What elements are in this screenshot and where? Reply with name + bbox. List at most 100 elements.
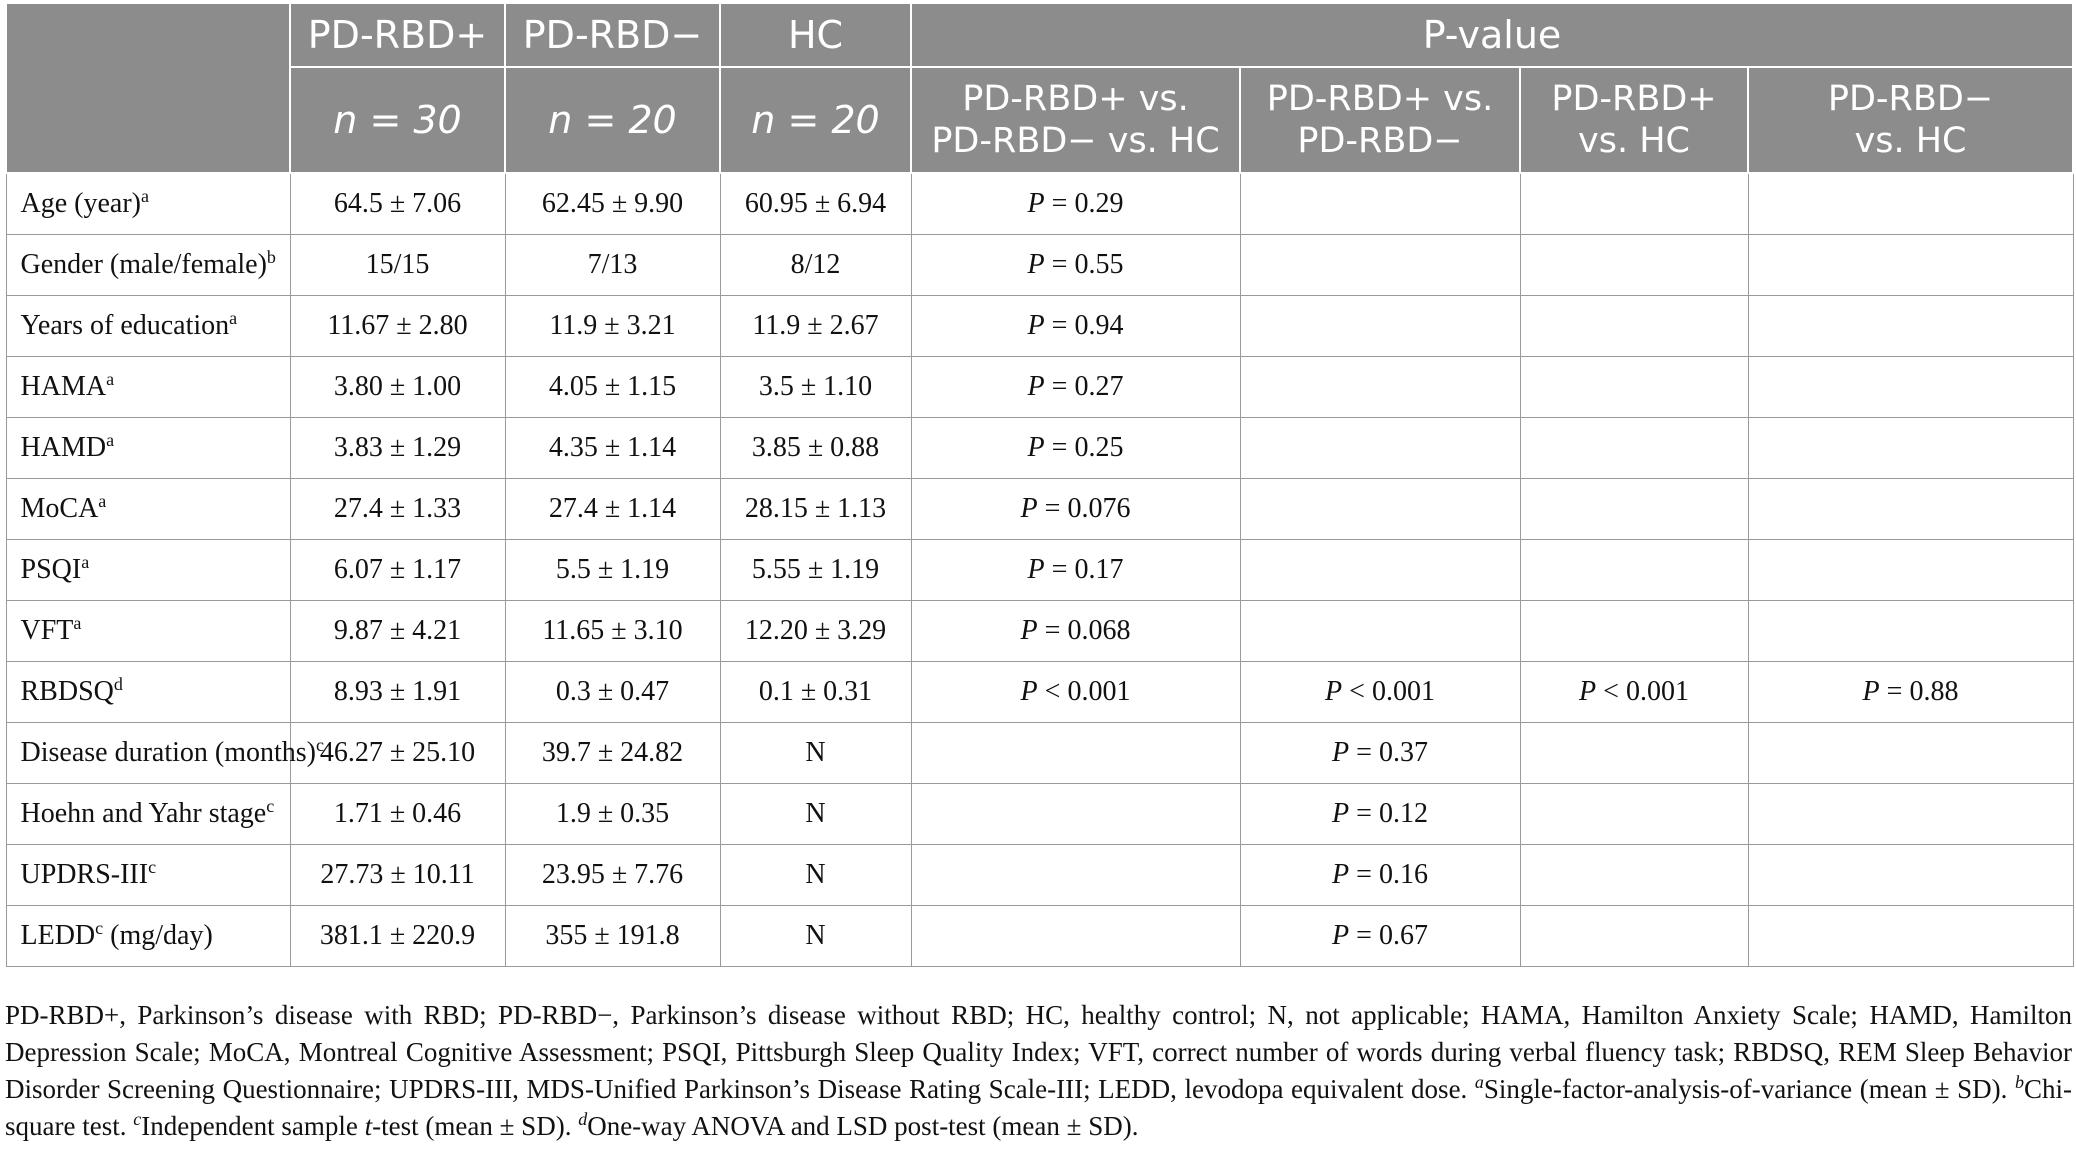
header-n-pd-rbd-plus: n = 30 (289, 66, 506, 174)
table-cell: 15/15 (289, 234, 506, 296)
table-cell: N (719, 783, 912, 845)
table-cell (1519, 172, 1749, 235)
table-cell (1747, 905, 2074, 967)
table-cell (1239, 478, 1521, 540)
table-cell: 27.73 ± 10.11 (289, 844, 506, 906)
table-row: Gender (male/female)b 15/15 7/13 8/12 P = 0.… (5, 234, 2074, 296)
footnote-note: aSingle-factor-analysis-of-variance (mea… (1474, 1072, 2008, 1104)
table-cell (910, 844, 1241, 906)
table-cell: 355 ± 191.8 (504, 905, 721, 967)
table-cell: 1.71 ± 0.46 (289, 783, 506, 845)
row-label: Years of educationa (5, 295, 291, 357)
footnote-note: dOne-way ANOVA and LSD post-test (mean ±… (578, 1109, 1139, 1141)
table-row: MoCAa 27.4 ± 1.33 27.4 ± 1.14 28.15 ± 1.13 P… (5, 478, 2074, 540)
demographics-table: PD-RBD+ PD-RBD− HC P-value n = 30 n = 20… (5, 2, 2075, 967)
table-cell: 5.5 ± 1.19 (504, 539, 721, 601)
table-cell: P < 0.001 (1239, 661, 1521, 723)
table-cell (1519, 539, 1749, 601)
table-cell (1519, 417, 1749, 479)
table-cell (1519, 905, 1749, 967)
table-cell: 60.95 ± 6.94 (719, 172, 912, 235)
table-cell (1519, 844, 1749, 906)
table-cell: 3.5 ± 1.10 (719, 356, 912, 418)
table-cell (1239, 295, 1521, 357)
table-cell (1747, 539, 2074, 601)
table-cell (1239, 172, 1521, 235)
row-label: Disease duration (months)c (5, 722, 324, 784)
row-label: HAMAa (5, 356, 291, 418)
table-cell: 11.9 ± 3.21 (504, 295, 721, 357)
header-row-groups: PD-RBD+ PD-RBD− HC P-value (5, 2, 2075, 174)
table-container: PD-RBD+ PD-RBD− HC P-value n = 30 n = 20… (5, 2, 2075, 967)
table-cell (1747, 356, 2074, 418)
table-cell (1747, 783, 2074, 845)
row-label: PSQIa (5, 539, 291, 601)
table-cell: 3.80 ± 1.00 (289, 356, 506, 418)
footnote-abbreviations: PD-RBD+, Parkinson’s disease with RBD; P… (5, 1000, 2072, 1104)
table-row: Years of educationa 11.67 ± 2.80 11.9 ± 3.… (5, 295, 2074, 357)
row-label: UPDRS-IIIc (5, 844, 291, 906)
table-cell (1519, 478, 1749, 540)
table-cell (1747, 478, 2074, 540)
table-row: LEDDc (mg/day) 381.1 ± 220.9 355 ± 191.8 N P… (5, 905, 2074, 967)
table-cell: 8.93 ± 1.91 (289, 661, 506, 723)
table-cell (1239, 600, 1521, 662)
table-cell: P = 0.67 (1239, 905, 1521, 967)
table-row: HAMDa 3.83 ± 1.29 4.35 ± 1.14 3.85 ± 0.88 P … (5, 417, 2074, 479)
table-cell (1747, 234, 2074, 296)
footnote-note: bChi-square test. (5, 1072, 2073, 1141)
table-cell: 27.4 ± 1.33 (289, 478, 506, 540)
table-row: UPDRS-IIIc 27.73 ± 10.11 23.95 ± 7.76 N P = … (5, 844, 2074, 906)
header-n-pd-rbd-minus: n = 20 (504, 66, 721, 174)
table-cell (1519, 295, 1749, 357)
table-cell: 39.7 ± 24.82 (504, 722, 721, 784)
table-cell: N (719, 844, 912, 906)
table-cell: 4.35 ± 1.14 (504, 417, 721, 479)
table-cell (910, 905, 1241, 967)
header-p-rbdplus-vs-rbdminus: PD-RBD+ vs. PD-RBD− (1239, 66, 1521, 174)
table-cell: 5.55 ± 1.19 (719, 539, 912, 601)
table-cell: 9.87 ± 4.21 (289, 600, 506, 662)
table-row: Age (year)a 64.5 ± 7.06 62.45 ± 9.90 60.95 … (5, 172, 2074, 235)
table-cell: 11.65 ± 3.10 (504, 600, 721, 662)
table-cell: 381.1 ± 220.9 (289, 905, 506, 967)
header-pd-rbd-plus: PD-RBD+ (289, 2, 506, 68)
table-cell: P = 0.25 (910, 417, 1241, 479)
table-row: HAMAa 3.80 ± 1.00 4.05 ± 1.15 3.5 ± 1.10 P =… (5, 356, 2074, 418)
table-cell (1239, 234, 1521, 296)
table-cell: P = 0.17 (910, 539, 1241, 601)
table-cell: 3.85 ± 0.88 (719, 417, 912, 479)
table-cell: 6.07 ± 1.17 (289, 539, 506, 601)
table-cell: 8/12 (719, 234, 912, 296)
table-cell: P = 0.068 (910, 600, 1241, 662)
table-cell: P < 0.001 (1519, 661, 1749, 723)
table-cell: P = 0.29 (910, 172, 1241, 235)
table-cell: 27.4 ± 1.14 (504, 478, 721, 540)
header-pd-rbd-minus: PD-RBD− (504, 2, 721, 68)
table-cell (1239, 356, 1521, 418)
row-label: Age (year)a (5, 172, 291, 235)
table-cell (910, 783, 1241, 845)
table-cell (1747, 600, 2074, 662)
table-cell (1519, 234, 1749, 296)
table-cell: P < 0.001 (910, 661, 1241, 723)
table-cell: P = 0.37 (1239, 722, 1521, 784)
table-cell (910, 722, 1241, 784)
table-footnote: PD-RBD+, Parkinson’s disease with RBD; P… (5, 997, 2072, 1145)
table-cell (1519, 600, 1749, 662)
table-cell: N (719, 905, 912, 967)
table-cell: P = 0.076 (910, 478, 1241, 540)
table-cell: P = 0.27 (910, 356, 1241, 418)
table-cell: 11.9 ± 2.67 (719, 295, 912, 357)
table-cell (1747, 295, 2074, 357)
table-cell: N (719, 722, 912, 784)
row-label: Hoehn and Yahr stagec (5, 783, 291, 845)
table-cell: 12.20 ± 3.29 (719, 600, 912, 662)
header-hc: HC (719, 2, 912, 68)
table-cell: 28.15 ± 1.13 (719, 478, 912, 540)
table-cell: P = 0.94 (910, 295, 1241, 357)
header-p-rbdplus-vs-hc: PD-RBD+ vs. HC (1519, 66, 1749, 174)
table-cell: 0.1 ± 0.31 (719, 661, 912, 723)
header-p-all-groups: PD-RBD+ vs. PD-RBD− vs. HC (910, 66, 1241, 174)
footnote-note: cIndependent sample t-test (mean ± SD). (133, 1109, 572, 1141)
